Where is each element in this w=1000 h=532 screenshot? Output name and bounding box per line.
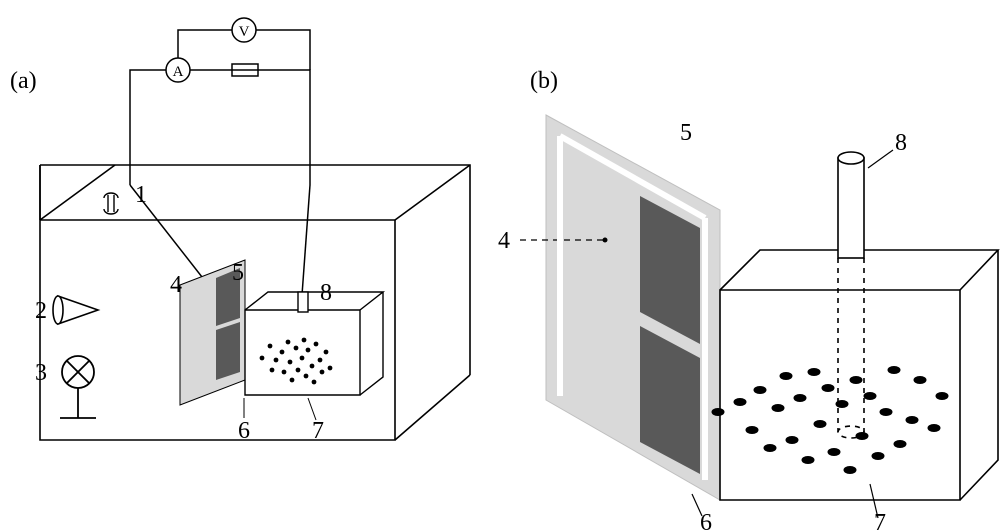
- particle: [328, 366, 333, 371]
- particle: [864, 392, 877, 400]
- particle: [888, 366, 901, 374]
- particle: [286, 340, 291, 345]
- probe-a: [298, 292, 308, 312]
- callout-a-8: 8: [320, 280, 332, 306]
- particle: [814, 420, 827, 428]
- particle: [746, 426, 759, 434]
- ammeter-symbol: A: [173, 64, 184, 80]
- particle: [914, 376, 927, 384]
- particle: [290, 378, 295, 383]
- particle: [318, 358, 323, 363]
- particle: [828, 448, 841, 456]
- callout-a-1: 1: [135, 182, 147, 208]
- particle: [310, 364, 315, 369]
- particle: [296, 368, 301, 373]
- callout-a-7: 7: [312, 418, 324, 444]
- particle: [808, 368, 821, 376]
- particle: [872, 452, 885, 460]
- particle: [734, 398, 747, 406]
- callout-a-4: 4: [170, 272, 182, 298]
- particle: [802, 456, 815, 464]
- particle: [764, 444, 777, 452]
- particle: [822, 384, 835, 392]
- particle: [294, 346, 299, 351]
- particle: [780, 372, 793, 380]
- callout-a-3: 3: [35, 360, 47, 386]
- particle: [306, 348, 311, 353]
- particle: [302, 338, 307, 343]
- panel-b-label: (b): [530, 68, 558, 94]
- voltmeter-symbol: V: [239, 24, 250, 40]
- panel-b: 4 5 6: [498, 115, 998, 532]
- particle: [880, 408, 893, 416]
- particle: [320, 370, 325, 375]
- particle: [936, 392, 949, 400]
- callout-a-5: 5: [232, 260, 244, 286]
- item-1-hygrometer: [104, 193, 118, 214]
- particle: [786, 436, 799, 444]
- particle: [314, 342, 319, 347]
- particle: [772, 404, 785, 412]
- probe-b: [838, 152, 864, 438]
- particle: [324, 350, 329, 355]
- particle: [856, 432, 869, 440]
- callout-b-8: 8: [895, 130, 907, 156]
- circuit: V A: [130, 18, 310, 130]
- particle: [712, 408, 725, 416]
- particle: [794, 394, 807, 402]
- callout-b-7: 7: [874, 510, 886, 532]
- figure-root: (a) V A: [0, 0, 1000, 532]
- particle: [894, 440, 907, 448]
- particle: [300, 356, 305, 361]
- item-3-lamp: [60, 356, 96, 418]
- item-2-nozzle: [53, 296, 98, 324]
- particle: [928, 424, 941, 432]
- specimen-box-b: [720, 250, 998, 500]
- callout-a-2: 2: [35, 298, 47, 324]
- particle: [836, 400, 849, 408]
- callout-b-6: 6: [700, 510, 712, 532]
- panel-a-label: (a): [10, 68, 37, 94]
- particle: [274, 358, 279, 363]
- particle: [304, 374, 309, 379]
- particle: [260, 356, 265, 361]
- particle: [288, 360, 293, 365]
- particle: [754, 386, 767, 394]
- particle: [268, 344, 273, 349]
- callout-b-5: 5: [680, 120, 692, 146]
- panel-a: V A: [35, 18, 470, 444]
- callout-b-4: 4: [498, 228, 510, 254]
- particle: [906, 416, 919, 424]
- particle: [270, 368, 275, 373]
- callout-a-6: 6: [238, 418, 250, 444]
- particle: [850, 376, 863, 384]
- particle: [280, 350, 285, 355]
- particles-b: [712, 366, 949, 474]
- particle: [282, 370, 287, 375]
- particle: [312, 380, 317, 385]
- particle: [844, 466, 857, 474]
